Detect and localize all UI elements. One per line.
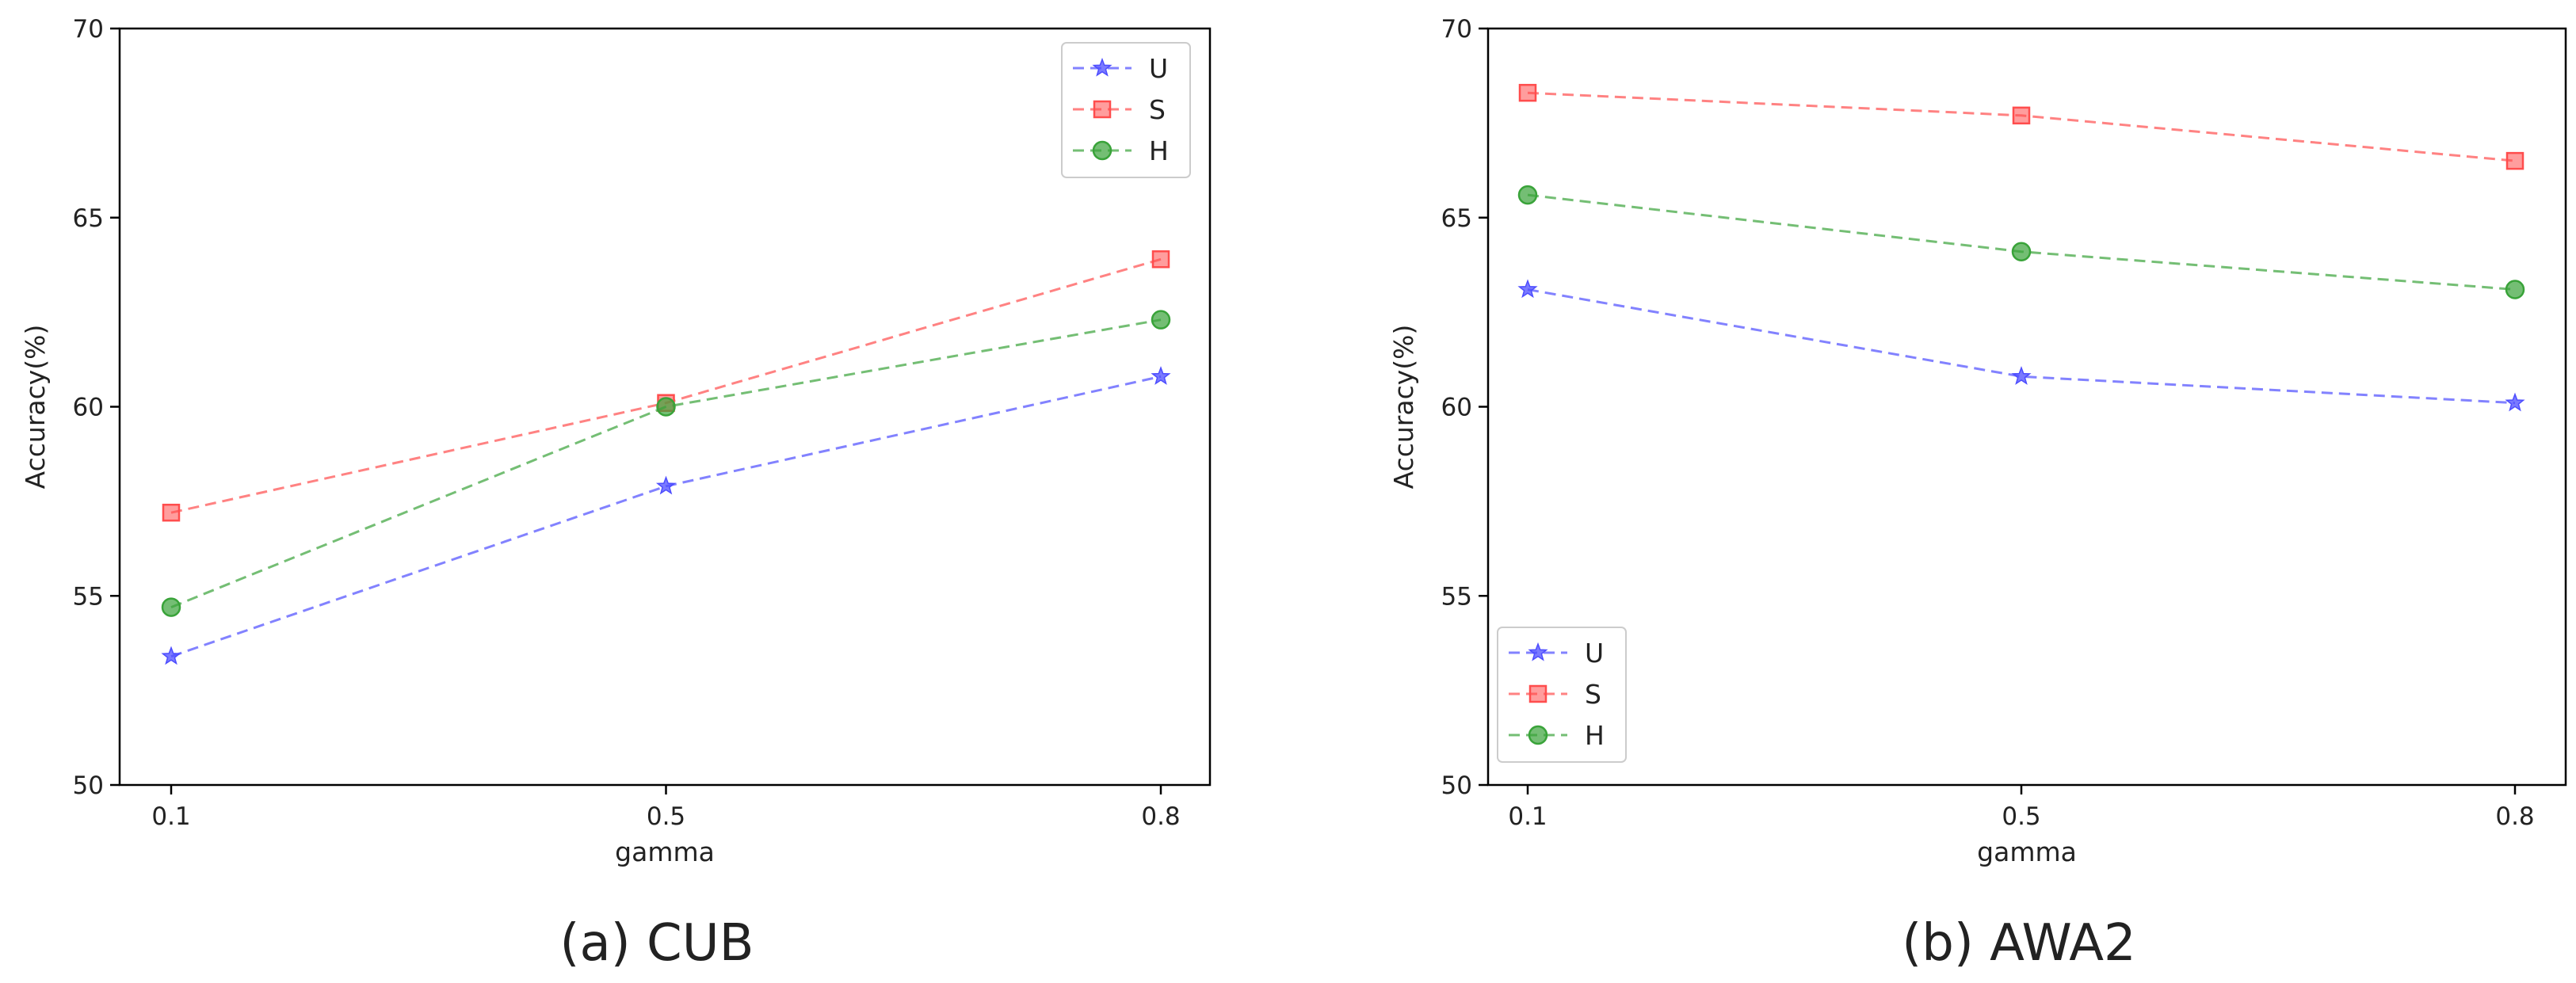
data-point-h [2011,242,2032,261]
y-tick-label: 55 [73,582,104,611]
legend-label: U [1149,53,1168,84]
data-point-u [1517,279,1538,299]
y-tick-label: 65 [1441,204,1472,233]
y-tick-label: 55 [1441,582,1472,611]
x-axis-label: gamma [1977,836,2077,867]
y-tick-label: 70 [73,15,104,44]
series-line-s [170,257,1162,514]
y-tick-label: 50 [1441,772,1472,800]
legend-label: H [1149,135,1169,166]
x-tick-label: 0.5 [647,802,685,831]
panel-caption: (a) CUB [560,914,754,973]
panel-caption: (b) AWA2 [1902,914,2135,973]
data-point-u [1151,366,1171,385]
y-axis-label: Accuracy(%) [20,325,51,490]
data-point-h [161,597,181,617]
data-point-h [1517,185,1538,205]
data-point-u [655,475,677,495]
x-axis-label: gamma [615,836,715,867]
data-point-s [2505,151,2524,170]
chart-panel-cub: 50 55 60 65 70 0.1 0.5 0.8 gamma Accuracy(%) USH (a… [20,15,1212,973]
data-point-s [1518,83,1537,102]
plot-frame [1486,27,2567,787]
x-tick-label: 0.5 [2002,802,2040,831]
legend-marker-h [1528,725,1548,745]
legend-marker-h [1092,140,1112,161]
y-tick-label: 65 [73,204,104,233]
x-tick-label: 0.1 [1508,802,1547,831]
series-line-u [1527,288,2516,405]
data-point-u [161,646,181,665]
legend-marker-u [1528,642,1548,661]
data-point-h [2505,280,2525,299]
data-point-u [2011,366,2032,385]
legend-label: H [1585,720,1605,751]
y-tick-label: 60 [1441,394,1472,422]
y-tick-label: 50 [73,772,104,800]
x-tick-label: 0.8 [2495,802,2534,831]
series-line-h [170,318,1162,608]
legend-label: S [1149,94,1166,125]
x-tick-label: 0.8 [1141,802,1180,831]
data-point-h [1151,310,1171,330]
series-line-s [1527,91,2516,162]
legend-label: U [1585,638,1604,669]
data-point-h [656,397,676,417]
y-tick-label: 60 [73,394,104,422]
x-tick-label: 0.1 [151,802,190,831]
legend-marker-s [1528,684,1548,703]
data-point-s [162,503,181,522]
data-point-s [1151,250,1170,269]
data-point-u [2505,392,2525,412]
y-tick-label: 70 [1441,15,1472,44]
legend-marker-u [1092,57,1112,77]
legend-label: S [1585,679,1601,710]
legend-marker-s [1093,100,1112,119]
chart-panel-awa2: 50 55 60 65 70 0.1 0.5 0.8 gamma Accuracy(%) USH (b… [1388,15,2567,973]
data-point-s [2012,106,2031,125]
y-axis-label: Accuracy(%) [1388,325,1419,490]
series-line-u [170,375,1162,658]
